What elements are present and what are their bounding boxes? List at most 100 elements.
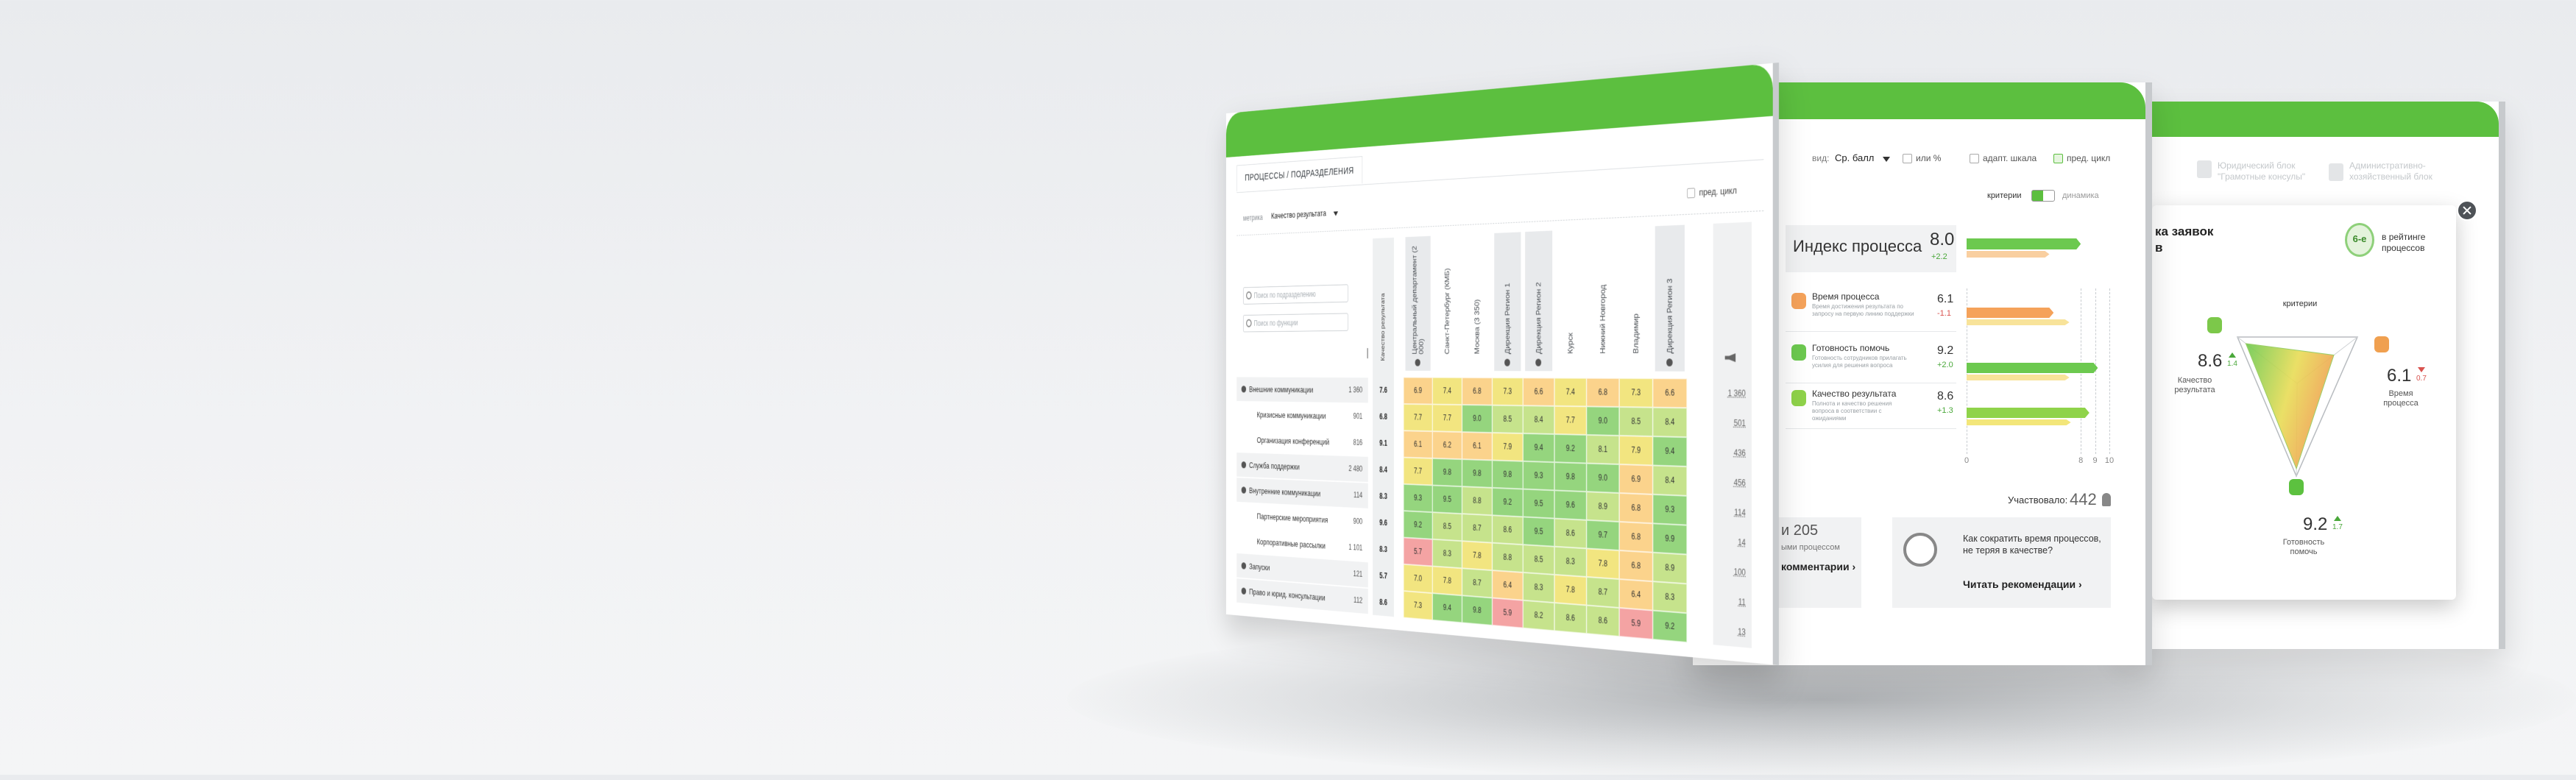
- row-name[interactable]: Партнерские мероприятия: [1256, 511, 1328, 525]
- row-total[interactable]: 114: [1734, 507, 1746, 518]
- prev-cycle-label: пред. цикл: [1699, 185, 1737, 198]
- heatmap-cell: 8.4: [1523, 405, 1554, 434]
- search-box[interactable]: Поиск по функции: [1242, 313, 1348, 333]
- checkbox[interactable]: [1903, 154, 1912, 163]
- row-count: 114: [1354, 490, 1363, 500]
- row-name[interactable]: Кризисные коммуникации: [1256, 410, 1326, 421]
- expand-icon[interactable]: [1241, 587, 1247, 595]
- popup: ка заявок в 6-е в рейтинге процессов критери…: [2152, 205, 2456, 600]
- expand-icon[interactable]: [1415, 358, 1420, 366]
- search-placeholder: Поиск по подразделению: [1253, 289, 1316, 300]
- row-total[interactable]: 100: [1733, 567, 1746, 578]
- heatmap-cell: 8.6: [1554, 518, 1587, 549]
- heatmap-cell: 7.3: [1403, 591, 1433, 620]
- toggle[interactable]: [2031, 190, 2055, 202]
- comments-text: ыми процессом: [1781, 543, 1840, 552]
- heatmap-cell: 6.4: [1492, 570, 1524, 600]
- row-score: 8.6: [1379, 597, 1387, 608]
- axis-delta: 0.7: [2416, 375, 2427, 383]
- expand-icon[interactable]: [1241, 386, 1247, 393]
- criterion-delta: +2.0: [1937, 361, 1953, 369]
- row-name[interactable]: Внешние коммуникации: [1249, 384, 1314, 395]
- expand-icon[interactable]: [1241, 461, 1247, 469]
- column-header: Дирекция Регион 2: [1535, 282, 1543, 355]
- row-total[interactable]: 501: [1733, 417, 1746, 429]
- expand-icon[interactable]: [1241, 486, 1247, 494]
- delta-arrow: [2418, 367, 2425, 372]
- heatmap-cell: 7.8: [1586, 548, 1620, 580]
- heatmap-cell: 9.3: [1652, 494, 1688, 525]
- metric-label: метрика: [1242, 213, 1263, 223]
- heatmap-cell: 9.4: [1432, 593, 1462, 623]
- heatmap-cell: 7.7: [1403, 403, 1433, 432]
- tip-link[interactable]: Читать рекомендации ›: [1963, 578, 2082, 590]
- checkbox[interactable]: [1687, 188, 1696, 199]
- checkbox-label: адапт. шкала: [1983, 153, 2037, 163]
- comments-link[interactable]: комментарии ›: [1781, 561, 1856, 572]
- expand-icon[interactable]: [1504, 358, 1510, 366]
- view-select[interactable]: Ср. балл: [1835, 152, 1875, 163]
- comments-count: и 205: [1781, 522, 1819, 539]
- heatmap-cell: 9.5: [1523, 517, 1554, 547]
- criterion-value: 9.2: [1937, 344, 1954, 357]
- checkbox[interactable]: [2053, 154, 2063, 163]
- search-icon: [1246, 291, 1252, 300]
- heatmap-cell: 8.5: [1492, 405, 1524, 433]
- heatmap-cell: 6.8: [1619, 493, 1653, 524]
- heatmap-cell: 8.4: [1652, 407, 1688, 438]
- bar: [1967, 319, 2070, 325]
- faded-tab[interactable]: Административно-хозяйственный блок: [2349, 160, 2432, 182]
- row-count: 900: [1353, 516, 1363, 526]
- row-total[interactable]: 11: [1738, 597, 1746, 608]
- metric-select[interactable]: Качество результата: [1271, 208, 1326, 221]
- heatmap-cell: 8.5: [1619, 407, 1653, 437]
- faded-tab[interactable]: Юридический блок "Грамотные консулы": [2218, 160, 2306, 182]
- row-total[interactable]: 436: [1733, 447, 1746, 458]
- index-value: 8.0: [1930, 230, 1955, 249]
- tab[interactable]: ПРОЦЕССЫ / ПОДРАЗДЕЛЕНИЯ: [1236, 156, 1363, 192]
- expand-icon[interactable]: [1241, 562, 1247, 570]
- faded-tab-icon: [2197, 160, 2212, 178]
- tip-icon: [1903, 533, 1937, 567]
- dynamics-tab[interactable]: динамика: [2062, 191, 2099, 200]
- heatmap-cell: 8.7: [1586, 576, 1620, 609]
- row-name[interactable]: Организация конференций: [1256, 435, 1330, 447]
- heatmap-cell: 6.8: [1619, 550, 1653, 582]
- axis-value: 9.2: [2303, 514, 2328, 534]
- row-count: 816: [1353, 437, 1363, 447]
- heatmap-cell: 8.5: [1432, 512, 1462, 542]
- checkbox[interactable]: [1970, 154, 1979, 163]
- heatmap-cell: 6.8: [1462, 377, 1493, 405]
- row-total[interactable]: 456: [1733, 477, 1746, 489]
- search-box[interactable]: Поиск по подразделению: [1242, 284, 1348, 305]
- heatmap-cell: 8.6: [1492, 515, 1524, 545]
- bar: [1967, 251, 2050, 258]
- heatmap-cell: 9.2: [1403, 511, 1433, 539]
- heatmap-cell: 6.9: [1403, 377, 1433, 405]
- expand-icon[interactable]: [1535, 358, 1542, 366]
- row-total[interactable]: 14: [1738, 536, 1746, 548]
- axis-value: 6.1: [2387, 366, 2412, 386]
- criteria-tab[interactable]: критерии: [1987, 191, 2022, 200]
- heatmap-cell: 8.3: [1652, 581, 1688, 614]
- delta-arrow: [2229, 352, 2236, 358]
- heatmap-cell: 7.4: [1432, 377, 1462, 405]
- row-total[interactable]: 1 360: [1727, 388, 1746, 399]
- popup-title: в: [2155, 241, 2163, 255]
- total-column: [1713, 221, 1752, 648]
- axis-delta: 1.4: [2227, 360, 2237, 368]
- row-name[interactable]: Запуски: [1249, 561, 1270, 572]
- row-name[interactable]: Служба поддержки: [1249, 460, 1300, 472]
- panel-header: [1225, 63, 1773, 157]
- bar: [1967, 363, 2098, 373]
- row-name[interactable]: Корпоративные рассылки: [1256, 536, 1326, 551]
- heatmap-cell: 6.1: [1403, 430, 1433, 458]
- axis-icon: [2289, 479, 2304, 495]
- heatmap-cell: 9.5: [1432, 485, 1462, 514]
- search-icon: [1246, 319, 1252, 327]
- row-score: 5.7: [1379, 570, 1387, 581]
- bar: [1967, 308, 2053, 318]
- expand-icon[interactable]: [1666, 358, 1673, 366]
- axis-icon: [2207, 317, 2222, 333]
- heatmap-cell: 9.8: [1554, 462, 1587, 492]
